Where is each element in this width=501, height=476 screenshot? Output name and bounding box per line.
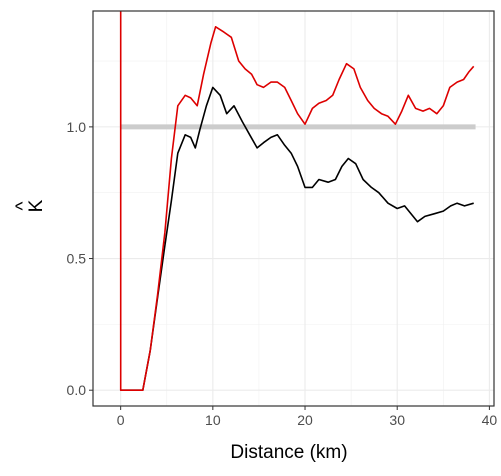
x-tick-label: 0	[117, 412, 125, 428]
y-tick-label: 0.5	[67, 251, 87, 267]
x-tick-label: 10	[205, 412, 221, 428]
x-tick-label: 40	[482, 412, 498, 428]
y-axis-title-accent: ^	[13, 201, 34, 210]
x-tick-label: 30	[389, 412, 405, 428]
y-tick-label: 0.0	[67, 382, 87, 398]
x-tick-label: 20	[297, 412, 313, 428]
x-axis-ticks: 0 10 20 30 40	[117, 406, 498, 428]
x-axis-title: Distance (km)	[230, 442, 347, 463]
y-axis-title: K ^	[13, 199, 47, 212]
series-layer	[119, 11, 475, 392]
y-axis-ticks: 0.0 0.5 1.0	[67, 119, 93, 398]
y-axis-title-text: K	[26, 199, 47, 212]
series-line-2	[119, 11, 475, 392]
minor-gridlines	[93, 11, 494, 406]
series-line-1	[120, 86, 474, 392]
plot-panel-border	[92, 10, 495, 407]
major-gridlines	[93, 11, 494, 406]
y-tick-label: 1.0	[67, 119, 87, 135]
